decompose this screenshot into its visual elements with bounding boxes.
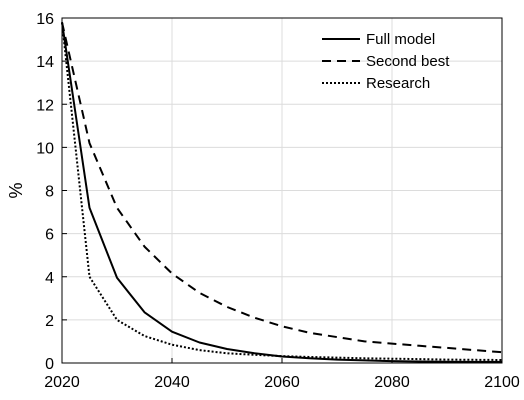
y-tick-label: 12 — [36, 97, 54, 114]
y-axis-label: % — [6, 182, 26, 198]
y-tick-label: 14 — [36, 54, 54, 71]
y-tick-label: 6 — [45, 227, 54, 244]
y-tick-label: 8 — [45, 184, 54, 201]
x-tick-label: 2080 — [374, 374, 410, 391]
x-axis-ticks: 2020 2040 2060 2080 2100 — [44, 358, 520, 391]
y-tick-label: 0 — [45, 356, 54, 373]
x-tick-label: 2060 — [264, 374, 300, 391]
x-tick-label: 2100 — [484, 374, 520, 391]
y-tick-label: 4 — [45, 270, 54, 287]
series-line-second-best — [61, 22, 503, 354]
legend: Full model Second best Research — [322, 31, 450, 92]
legend-label: Second best — [366, 53, 450, 70]
series-line-full-model — [61, 22, 502, 363]
legend-label: Full model — [366, 31, 435, 48]
legend-label: Research — [366, 75, 430, 92]
y-tick-label: 16 — [36, 11, 54, 28]
series-line-research — [61, 22, 503, 361]
x-tick-label: 2020 — [44, 374, 80, 391]
y-tick-label: 2 — [45, 313, 54, 330]
series-lines — [61, 22, 503, 363]
y-axis-ticks: 0 2 4 6 8 10 12 14 16 — [36, 11, 67, 373]
x-tick-label: 2040 — [154, 374, 190, 391]
y-tick-label: 10 — [36, 140, 54, 157]
